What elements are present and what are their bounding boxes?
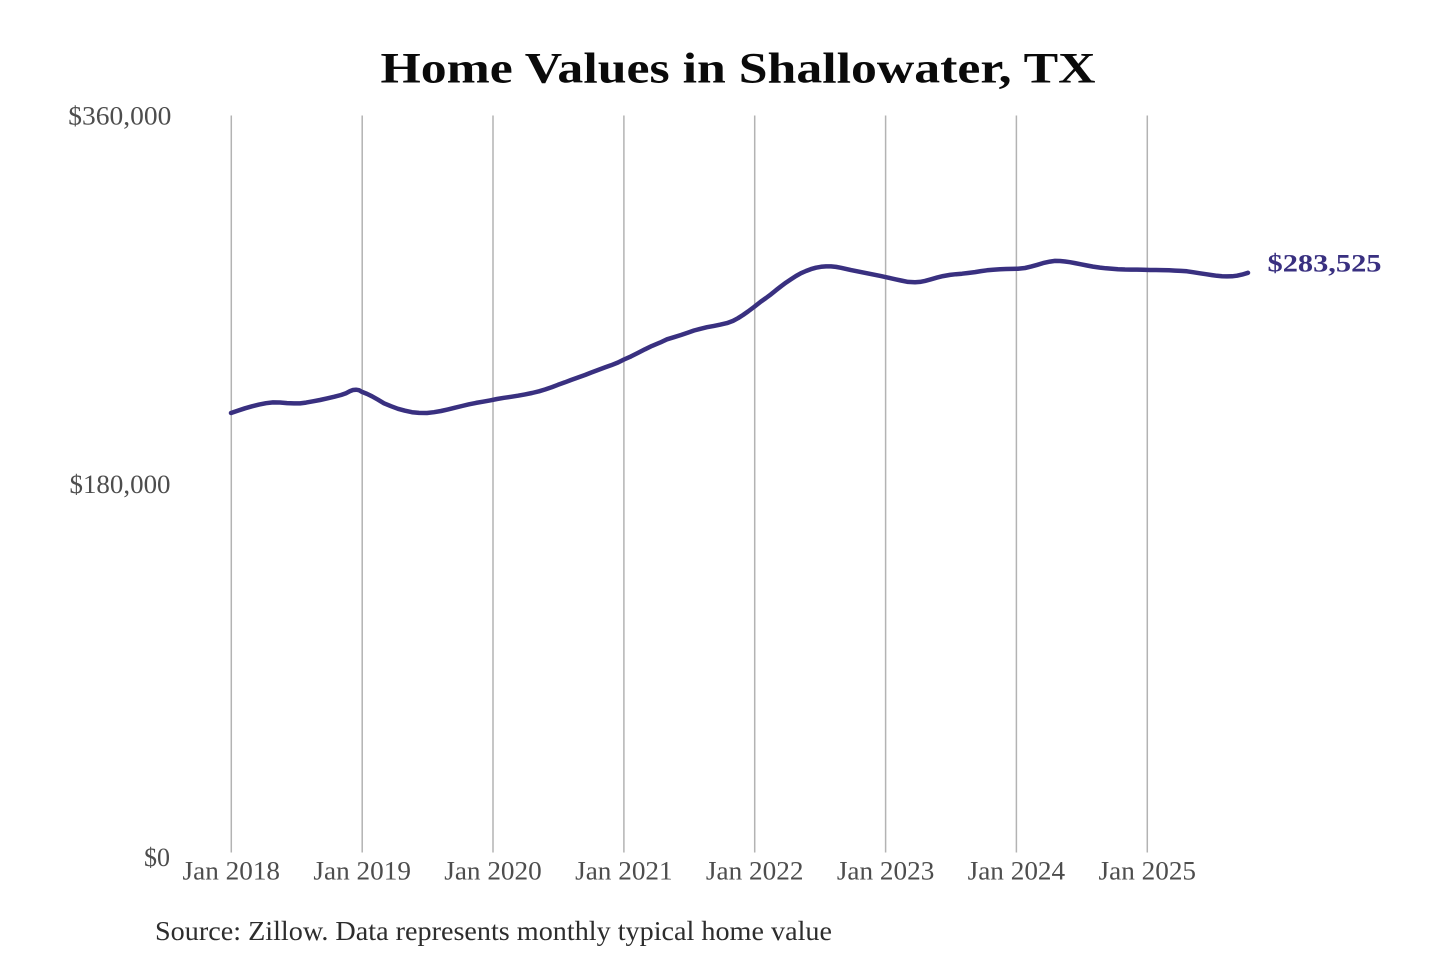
svg-text:$180,000: $180,000 <box>70 470 171 499</box>
svg-text:Jan 2018: Jan 2018 <box>183 856 281 885</box>
svg-text:Jan 2020: Jan 2020 <box>444 856 542 885</box>
svg-text:$283,525: $283,525 <box>1268 250 1382 277</box>
svg-text:Jan 2019: Jan 2019 <box>313 856 411 885</box>
svg-text:Jan 2022: Jan 2022 <box>706 856 804 885</box>
svg-text:Home Values in Shallowater, TX: Home Values in Shallowater, TX <box>381 46 1096 93</box>
svg-text:Jan 2023: Jan 2023 <box>837 856 935 885</box>
svg-text:Source: Zillow. Data represent: Source: Zillow. Data represents monthly … <box>155 916 832 946</box>
svg-text:Jan 2021: Jan 2021 <box>575 856 673 885</box>
svg-text:$360,000: $360,000 <box>68 101 171 130</box>
svg-text:$0: $0 <box>144 843 170 872</box>
svg-text:Jan 2024: Jan 2024 <box>968 856 1066 885</box>
svg-text:Jan 2025: Jan 2025 <box>1099 856 1197 885</box>
